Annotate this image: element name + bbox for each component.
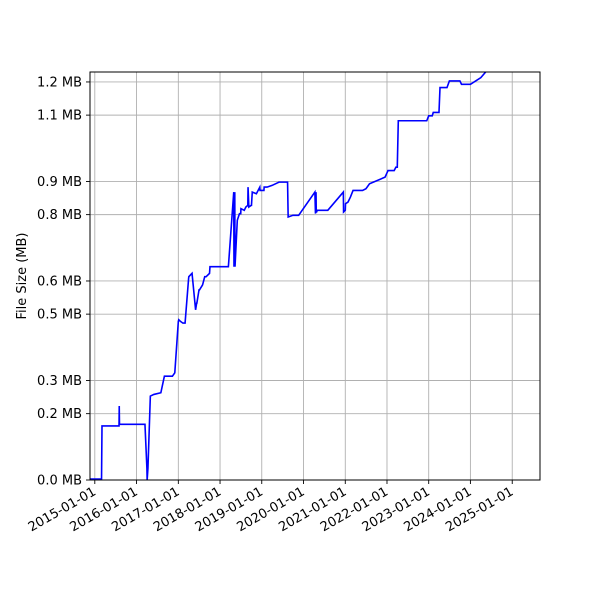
axis-ticks: 0.0 MB 0.2 MB 0.3 MB 0.5 MB 0.6 MB 0.8 MB 0.9 … xyxy=(26,75,516,535)
y-tick-label: 0.8 MB xyxy=(37,208,82,223)
y-tick-label: 0.2 MB xyxy=(37,407,82,422)
y-tick-label: 0.5 MB xyxy=(37,308,82,323)
series-layer xyxy=(90,72,487,480)
series-line xyxy=(90,72,487,480)
y-tick-label: 0.3 MB xyxy=(37,374,82,389)
y-tick-label: 0.6 MB xyxy=(37,274,82,289)
y-tick-label: 1.2 MB xyxy=(37,75,82,90)
y-tick-label: 0.9 MB xyxy=(37,175,82,190)
plot-frame xyxy=(89,71,541,481)
grid-lines xyxy=(90,72,540,481)
y-tick-label: 1.1 MB xyxy=(37,109,82,124)
y-axis-label: File Size (MB) xyxy=(15,233,30,320)
y-tick-label: 0.0 MB xyxy=(37,474,82,489)
